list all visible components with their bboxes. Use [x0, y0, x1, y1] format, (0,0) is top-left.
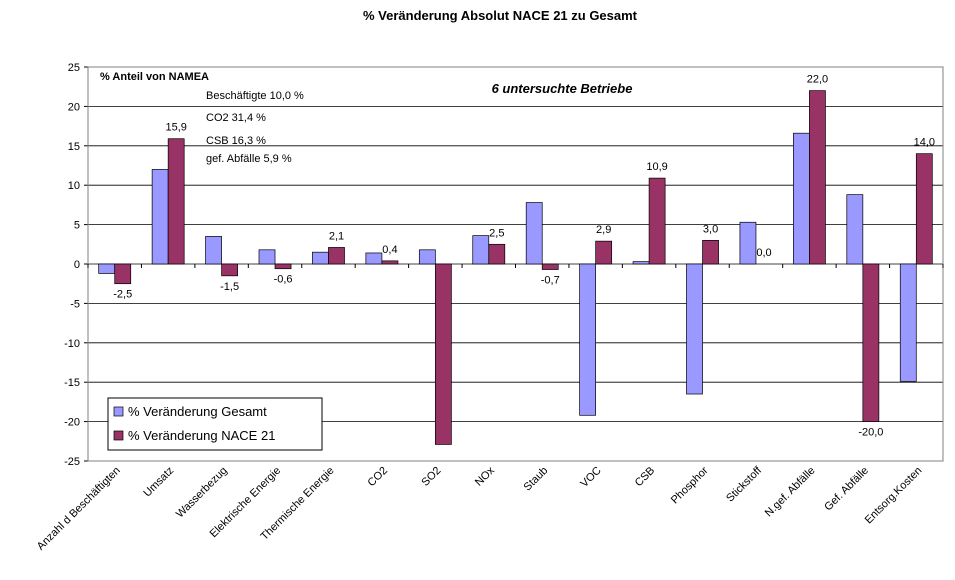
bar	[525, 202, 543, 265]
x-tick-label: SO2	[419, 465, 443, 489]
annotation: % Anteil von NAMEA	[100, 71, 209, 83]
bar	[541, 263, 559, 270]
y-tick-label: 15	[68, 141, 80, 153]
legend-swatch	[113, 430, 124, 441]
bar	[862, 263, 880, 422]
bar	[648, 177, 666, 265]
bar	[702, 240, 719, 265]
bar	[418, 249, 436, 265]
bar	[98, 263, 116, 274]
y-tick-label: 5	[74, 220, 80, 232]
annotation: CO2 31,4 %	[206, 112, 266, 124]
legend-label: % Veränderung NACE 21	[128, 428, 275, 443]
x-tick-label: Gef. Abfälle	[822, 465, 871, 514]
bar	[899, 263, 917, 382]
bar	[205, 236, 222, 265]
data-label: -20,0	[858, 427, 883, 439]
bar	[167, 138, 185, 265]
bar	[312, 251, 329, 265]
x-tick-label: Stickstoff	[724, 464, 765, 505]
data-label: 10,9	[646, 161, 667, 173]
bar	[488, 243, 506, 265]
bar	[472, 235, 490, 265]
y-tick-label: 25	[68, 62, 80, 74]
data-label: 15,9	[165, 122, 186, 134]
data-label: -0,6	[274, 274, 293, 286]
bar	[151, 169, 169, 265]
data-label: 2,5	[489, 227, 504, 239]
bar	[632, 261, 650, 265]
data-label: 22,0	[807, 74, 828, 86]
legend-box	[107, 397, 323, 451]
annotation: CSB 16,3 %	[206, 135, 266, 147]
bar	[328, 247, 345, 265]
x-tick-label: Entsorg.Kosten	[863, 465, 925, 527]
bar	[915, 153, 933, 265]
data-label: 14,0	[914, 137, 935, 149]
y-tick-label: 0	[74, 259, 80, 271]
x-tick-label: Wasserbezug	[174, 465, 230, 521]
bar	[846, 194, 864, 265]
data-label: 2,9	[596, 224, 611, 236]
y-tick-label: 20	[68, 101, 80, 113]
y-tick-label: -5	[70, 298, 80, 310]
legend-swatch	[113, 406, 124, 417]
data-label: -2,5	[113, 289, 132, 301]
data-label: -0,7	[541, 275, 560, 287]
data-label: 0,4	[382, 244, 397, 256]
x-tick-label: Phosphor	[669, 464, 711, 506]
data-label: -1,5	[220, 281, 239, 293]
data-label: 0,0	[756, 247, 771, 259]
bar	[114, 263, 132, 285]
bar	[793, 132, 810, 265]
y-tick-label: -20	[64, 417, 80, 429]
bar	[381, 260, 399, 265]
x-tick-label: CO2	[366, 465, 390, 489]
y-tick-label: -10	[64, 338, 80, 350]
x-tick-label: VOC	[578, 465, 603, 490]
data-label: 2,1	[329, 230, 344, 242]
annotation: gef. Abfälle 5,9 %	[206, 153, 292, 165]
bar	[365, 252, 383, 265]
bar	[434, 263, 452, 445]
bar	[274, 263, 292, 270]
x-tick-label: Umsatz	[141, 465, 176, 500]
x-tick-label: NOx	[473, 464, 497, 488]
bar	[579, 263, 597, 416]
bar	[739, 221, 757, 265]
legend-label: % Veränderung Gesamt	[128, 404, 267, 419]
x-tick-label: N.gef. Abfälle	[763, 465, 818, 520]
data-label: 3,0	[703, 223, 718, 235]
bar	[221, 263, 238, 277]
chart-title: % Veränderung Absolut NACE 21 zu Gesamt	[363, 8, 638, 23]
bar	[809, 90, 826, 265]
y-tick-label: -25	[64, 456, 80, 468]
x-tick-label: CSB	[633, 465, 657, 489]
x-tick-label: Anzahl d Beschäftigten	[35, 465, 123, 553]
annotation: Beschäftigte 10,0 %	[206, 90, 304, 102]
annotation: 6 untersuchte Betriebe	[492, 81, 633, 96]
bar	[686, 263, 703, 395]
bar	[258, 249, 276, 265]
y-tick-label: 10	[68, 180, 80, 192]
y-tick-label: -15	[64, 377, 80, 389]
bar	[595, 240, 613, 265]
x-tick-label: Staub	[522, 465, 551, 494]
